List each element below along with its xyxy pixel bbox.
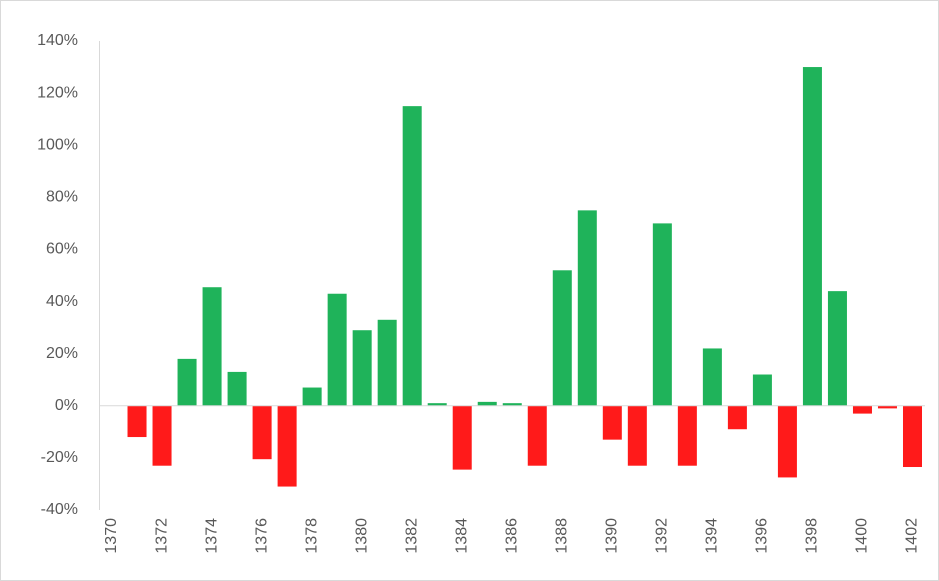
y-tick-label: 40%	[46, 293, 78, 310]
x-tick-label: 1374	[203, 518, 220, 554]
y-tick-label: 60%	[46, 241, 78, 258]
bar	[777, 405, 797, 478]
bar	[177, 358, 197, 406]
x-tick-label: 1400	[854, 518, 871, 554]
y-tick-label: -20%	[41, 449, 78, 466]
bar	[877, 405, 897, 409]
bar	[502, 403, 522, 406]
x-tick-label: 1378	[303, 518, 320, 554]
bar	[327, 293, 347, 406]
x-tick-label: 1382	[403, 518, 420, 554]
bar	[477, 401, 497, 406]
y-tick-label: 20%	[46, 345, 78, 362]
bar	[902, 405, 922, 468]
bar	[152, 405, 172, 466]
bar	[827, 291, 847, 406]
bar	[227, 371, 247, 406]
bar	[702, 348, 722, 406]
bar	[802, 67, 822, 406]
bar	[852, 405, 872, 414]
y-tick-label: 100%	[37, 136, 78, 153]
x-tick-label: 1376	[253, 518, 270, 554]
bar	[752, 374, 772, 406]
bar	[527, 405, 547, 466]
x-tick-label: 1402	[904, 518, 921, 554]
bar	[677, 405, 697, 466]
x-tick-label: 1390	[604, 518, 621, 554]
y-tick-label: 140%	[37, 32, 78, 49]
x-tick-label: 1372	[153, 518, 170, 554]
y-tick-label: 120%	[37, 84, 78, 101]
bar	[652, 223, 672, 406]
bar	[452, 405, 472, 470]
x-tick-label: 1398	[804, 518, 821, 554]
bar	[352, 330, 372, 406]
x-tick-label: 1392	[654, 518, 671, 554]
y-tick-label: -40%	[41, 501, 78, 518]
y-tick-label: 80%	[46, 189, 78, 206]
bar	[202, 287, 222, 406]
bar	[577, 210, 597, 406]
x-tick-label: 1384	[453, 518, 470, 554]
x-tick-label: 1370	[103, 518, 120, 554]
bar	[252, 405, 272, 460]
bar	[127, 405, 147, 438]
bar	[302, 387, 322, 406]
x-tick-label: 1396	[754, 518, 771, 554]
bar	[377, 319, 397, 406]
bar	[602, 405, 622, 440]
x-tick-label: 1386	[503, 518, 520, 554]
bar	[277, 405, 297, 487]
y-tick-label: 0%	[55, 397, 78, 414]
x-tick-label: 1388	[553, 518, 570, 554]
x-tick-label: 1380	[353, 518, 370, 554]
bar	[727, 405, 747, 430]
bar	[402, 106, 422, 406]
bar	[552, 270, 572, 406]
bar	[627, 405, 647, 466]
x-tick-label: 1394	[704, 518, 721, 554]
bar	[427, 403, 447, 406]
